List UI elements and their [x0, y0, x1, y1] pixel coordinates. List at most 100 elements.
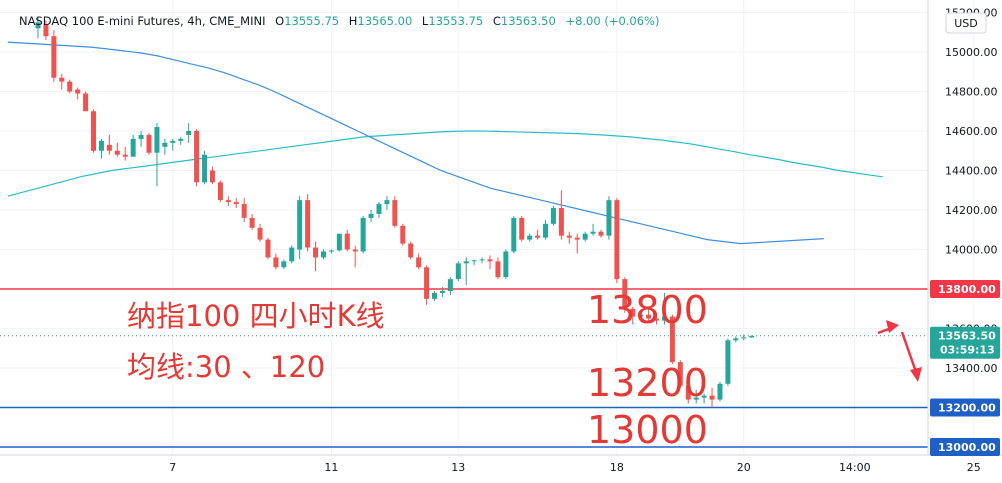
level-price-tag[interactable]: 13200.00: [930, 398, 1000, 417]
candle: [550, 206, 556, 226]
candle: [83, 91, 89, 112]
candle-body: [352, 249, 358, 252]
open-label: O: [275, 14, 284, 28]
candle-body: [384, 200, 390, 205]
candle: [503, 249, 509, 280]
x-tick-label: 11: [324, 461, 338, 474]
candle-body: [463, 261, 469, 264]
candle-body: [408, 243, 414, 258]
x-tick-label: 14:00: [839, 461, 871, 474]
candle: [91, 109, 97, 153]
candle: [162, 138, 168, 155]
candle: [106, 134, 112, 155]
candle: [646, 306, 652, 321]
candle-body: [67, 81, 73, 92]
change-value: +8.00 (+0.06%): [565, 14, 659, 28]
candle-body: [638, 314, 644, 317]
candle: [487, 255, 493, 270]
candle: [178, 136, 184, 145]
candle: [225, 196, 231, 207]
candle: [701, 393, 707, 404]
candle: [122, 146, 128, 161]
candle: [257, 223, 263, 242]
candle: [638, 312, 644, 321]
candle-body: [749, 335, 755, 338]
candle-body: [51, 36, 57, 78]
annotation-title: 纳指100 四小时K线: [127, 299, 385, 333]
x-tick-label: 13: [451, 461, 465, 474]
candle-body: [59, 77, 65, 82]
candle-body: [376, 204, 382, 214]
candle: [527, 233, 533, 242]
candle-body: [281, 261, 287, 268]
candle: [368, 210, 374, 222]
candle: [273, 253, 279, 270]
candle-body: [170, 140, 176, 143]
candle-body: [43, 24, 49, 37]
candle: [606, 196, 612, 240]
candle-body: [479, 259, 485, 261]
candle-body: [622, 279, 628, 309]
x-tick-label: 18: [610, 461, 624, 474]
candle-body: [91, 111, 97, 151]
candle: [360, 215, 366, 254]
candle-body: [471, 260, 477, 262]
candle-body: [75, 89, 81, 94]
candle-body: [416, 257, 422, 268]
candle-body: [122, 154, 128, 157]
candle-body: [661, 316, 667, 321]
candle-body: [439, 290, 445, 293]
candle: [75, 87, 81, 100]
high-value: 13565.00: [357, 14, 412, 28]
candle: [328, 249, 334, 254]
candle: [98, 138, 104, 159]
candle-body: [194, 131, 200, 183]
candle-body: [566, 235, 572, 238]
candle-body: [289, 247, 295, 262]
high-label: H: [349, 14, 358, 28]
candle: [424, 265, 430, 305]
candle-body: [535, 235, 541, 238]
candle: [170, 138, 176, 151]
candle: [582, 231, 588, 242]
candle-body: [138, 134, 144, 139]
candle: [408, 241, 414, 260]
candle: [693, 389, 699, 404]
candle-body: [35, 22, 41, 29]
candle-body: [606, 200, 612, 236]
candle: [265, 237, 271, 260]
candle-body: [590, 231, 596, 234]
candle-body: [447, 279, 453, 291]
candle: [463, 257, 469, 286]
candle: [519, 215, 525, 242]
candle: [511, 215, 517, 254]
level-price-tag[interactable]: 13000.00: [930, 438, 1000, 456]
currency-box[interactable]: [945, 12, 987, 34]
candle-body: [677, 362, 683, 386]
candle: [289, 245, 295, 264]
candle: [154, 123, 160, 187]
candle: [59, 73, 65, 90]
candle: [741, 334, 747, 341]
annotation-ma: 均线:30 、120: [127, 350, 325, 384]
candle-body: [598, 231, 604, 236]
candle-body: [543, 223, 549, 238]
candle-body: [273, 257, 279, 268]
candle: [384, 196, 390, 210]
candle-body: [186, 131, 192, 135]
y-tick-label: 15000.00: [945, 46, 998, 59]
candles: [35, 16, 755, 408]
candle-body: [241, 204, 247, 218]
candle-body: [550, 208, 556, 224]
candle-body: [654, 318, 660, 321]
candle: [51, 30, 57, 82]
candle: [217, 180, 223, 203]
candle-body: [162, 142, 168, 147]
candle-body: [313, 247, 319, 258]
candle-body: [265, 239, 271, 258]
level-price-tag[interactable]: 13800.00: [930, 280, 1000, 298]
